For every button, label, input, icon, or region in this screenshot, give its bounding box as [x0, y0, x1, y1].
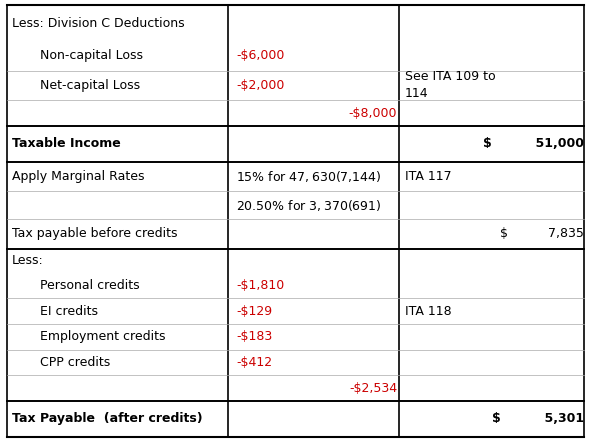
- Text: Tax Payable  (after credits): Tax Payable (after credits): [12, 412, 203, 425]
- Text: Employment credits: Employment credits: [40, 330, 165, 343]
- Text: Taxable Income: Taxable Income: [12, 137, 121, 150]
- Text: Non-capital Loss: Non-capital Loss: [40, 49, 142, 62]
- Text: Less:: Less:: [12, 254, 44, 267]
- Text: $          51,000: $ 51,000: [483, 137, 584, 150]
- Text: 15% for $47,630 ($7,144): 15% for $47,630 ($7,144): [236, 169, 382, 184]
- Text: -$412: -$412: [236, 356, 272, 369]
- Text: ITA 118: ITA 118: [405, 305, 452, 317]
- Text: -$1,810: -$1,810: [236, 279, 285, 292]
- Text: -$2,000: -$2,000: [236, 79, 285, 92]
- Text: ITA 117: ITA 117: [405, 170, 452, 183]
- Text: -$129: -$129: [236, 305, 272, 317]
- Text: $          5,301: $ 5,301: [492, 412, 584, 425]
- Text: Net-capital Loss: Net-capital Loss: [40, 79, 139, 92]
- Text: 20.50% for $3,370 ($691): 20.50% for $3,370 ($691): [236, 198, 382, 213]
- Text: Apply Marginal Rates: Apply Marginal Rates: [12, 170, 144, 183]
- Text: See ITA 109 to
114: See ITA 109 to 114: [405, 70, 495, 100]
- Text: $          7,835: $ 7,835: [500, 227, 584, 240]
- Text: -$2,534: -$2,534: [349, 382, 397, 395]
- Text: Less: Division C Deductions: Less: Division C Deductions: [12, 17, 184, 30]
- Text: Tax payable before credits: Tax payable before credits: [12, 227, 177, 240]
- Text: -$8,000: -$8,000: [349, 107, 397, 120]
- Text: EI credits: EI credits: [40, 305, 98, 317]
- Text: -$183: -$183: [236, 330, 272, 343]
- Text: CPP credits: CPP credits: [40, 356, 110, 369]
- Text: Personal credits: Personal credits: [40, 279, 139, 292]
- Text: -$6,000: -$6,000: [236, 49, 285, 62]
